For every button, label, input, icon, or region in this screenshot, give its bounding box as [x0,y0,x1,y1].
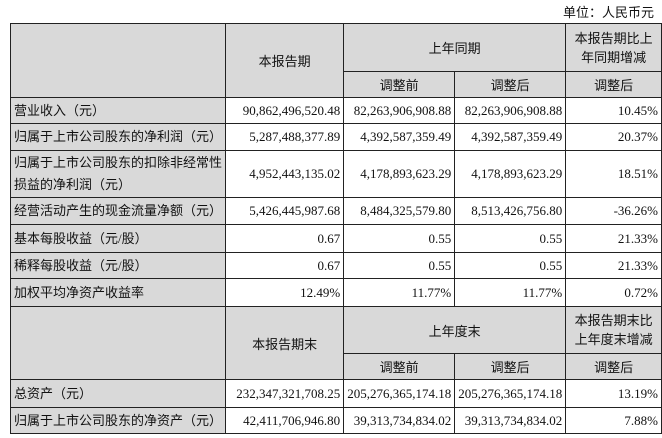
header-after-adjustment: 调整后 [454,71,567,98]
cell-current: 4,952,443,135.02 [225,150,345,198]
header2-change-after-adjustment: 调整后 [565,353,662,380]
cell-current: 232,347,321,708.25 [225,379,345,408]
table-row: 归属于上市公司股东的净资产（元） 42,411,706,946.80 39,31… [9,407,662,434]
row-label: 归属于上市公司股东的扣除非经常性损益的净利润（元） [9,150,227,198]
cell-change: 21.33% [565,224,662,253]
row-label: 基本每股收益（元/股） [9,224,227,253]
header-change-after-adjustment: 调整后 [565,71,662,98]
cell-after: 39,313,734,834.02 [454,407,567,434]
row-label: 稀释每股收益（元/股） [9,252,227,279]
header-prior-period: 上年同期 [343,23,567,72]
cell-before: 205,276,365,174.18 [343,379,456,408]
cell-current: 90,862,496,520.48 [225,97,345,124]
row-label: 归属于上市公司股东的净利润（元） [9,123,227,151]
cell-before: 39,313,734,834.02 [343,407,456,434]
header-current-period: 本报告期 [225,23,345,98]
cell-after: 205,276,365,174.18 [454,379,567,408]
cell-current: 0.67 [225,224,345,253]
header2-blank [9,306,227,380]
cell-change: 20.37% [565,123,662,151]
cell-change: -36.26% [565,197,662,225]
table-row: 基本每股收益（元/股） 0.67 0.55 0.55 21.33% [9,224,662,253]
table-row: 归属于上市公司股东的净利润（元） 5,287,488,377.89 4,392,… [9,123,662,151]
cell-after: 82,263,906,908.88 [454,97,567,124]
row-label: 经营活动产生的现金流量净额（元） [9,197,227,225]
cell-after: 4,178,893,623.29 [454,150,567,198]
cell-before: 4,392,587,359.49 [343,123,456,151]
cell-before: 8,484,325,579.80 [343,197,456,225]
header2-current-period-end: 本报告期末 [225,306,345,380]
row-label: 总资产（元） [9,379,227,408]
row-label: 归属于上市公司股东的净资产（元） [9,407,227,434]
cell-after: 0.55 [454,224,567,253]
table-row: 营业收入（元） 90,862,496,520.48 82,263,906,908… [9,97,662,124]
cell-before: 4,178,893,623.29 [343,150,456,198]
cell-current: 42,411,706,946.80 [225,407,345,434]
unit-label: 单位：人民币元 [562,5,654,20]
table-row: 归属于上市公司股东的扣除非经常性损益的净利润（元） 4,952,443,135.… [9,150,662,198]
cell-current: 12.49% [225,278,345,307]
header2-after-adjustment: 调整后 [454,353,567,380]
cell-before: 82,263,906,908.88 [343,97,456,124]
cell-current: 0.67 [225,252,345,279]
cell-after: 4,392,587,359.49 [454,123,567,151]
table-row: 加权平均净资产收益率 12.49% 11.77% 11.77% 0.72% [9,278,662,307]
cell-current: 5,287,488,377.89 [225,123,345,151]
header2-prior-year-end: 上年度末 [343,306,567,354]
cell-change: 18.51% [565,150,662,198]
financial-table: 本报告期 上年同期 本报告期比上年同期增减 调整前 调整后 调整后 营业收入（元… [9,23,662,434]
cell-after: 0.55 [454,252,567,279]
cell-change: 7.88% [565,407,662,434]
row-label: 加权平均净资产收益率 [9,278,227,307]
cell-before: 11.77% [343,278,456,307]
cell-before: 0.55 [343,252,456,279]
cell-before: 0.55 [343,224,456,253]
header-change: 本报告期比上年同期增减 [565,23,662,72]
header2-change: 本报告期末比上年度末增减 [565,306,662,354]
cell-change: 0.72% [565,278,662,307]
header-blank [9,23,227,98]
cell-current: 5,426,445,987.68 [225,197,345,225]
header-before-adjustment: 调整前 [343,71,456,98]
table-row: 总资产（元） 232,347,321,708.25 205,276,365,17… [9,379,662,408]
row-label: 营业收入（元） [9,97,227,124]
cell-change: 10.45% [565,97,662,124]
header2-before-adjustment: 调整前 [343,353,456,380]
cell-change: 13.19% [565,379,662,408]
table-row: 经营活动产生的现金流量净额（元） 5,426,445,987.68 8,484,… [9,197,662,225]
cell-after: 11.77% [454,278,567,307]
table-row: 稀释每股收益（元/股） 0.67 0.55 0.55 21.33% [9,252,662,279]
cell-after: 8,513,426,756.80 [454,197,567,225]
cell-change: 21.33% [565,252,662,279]
